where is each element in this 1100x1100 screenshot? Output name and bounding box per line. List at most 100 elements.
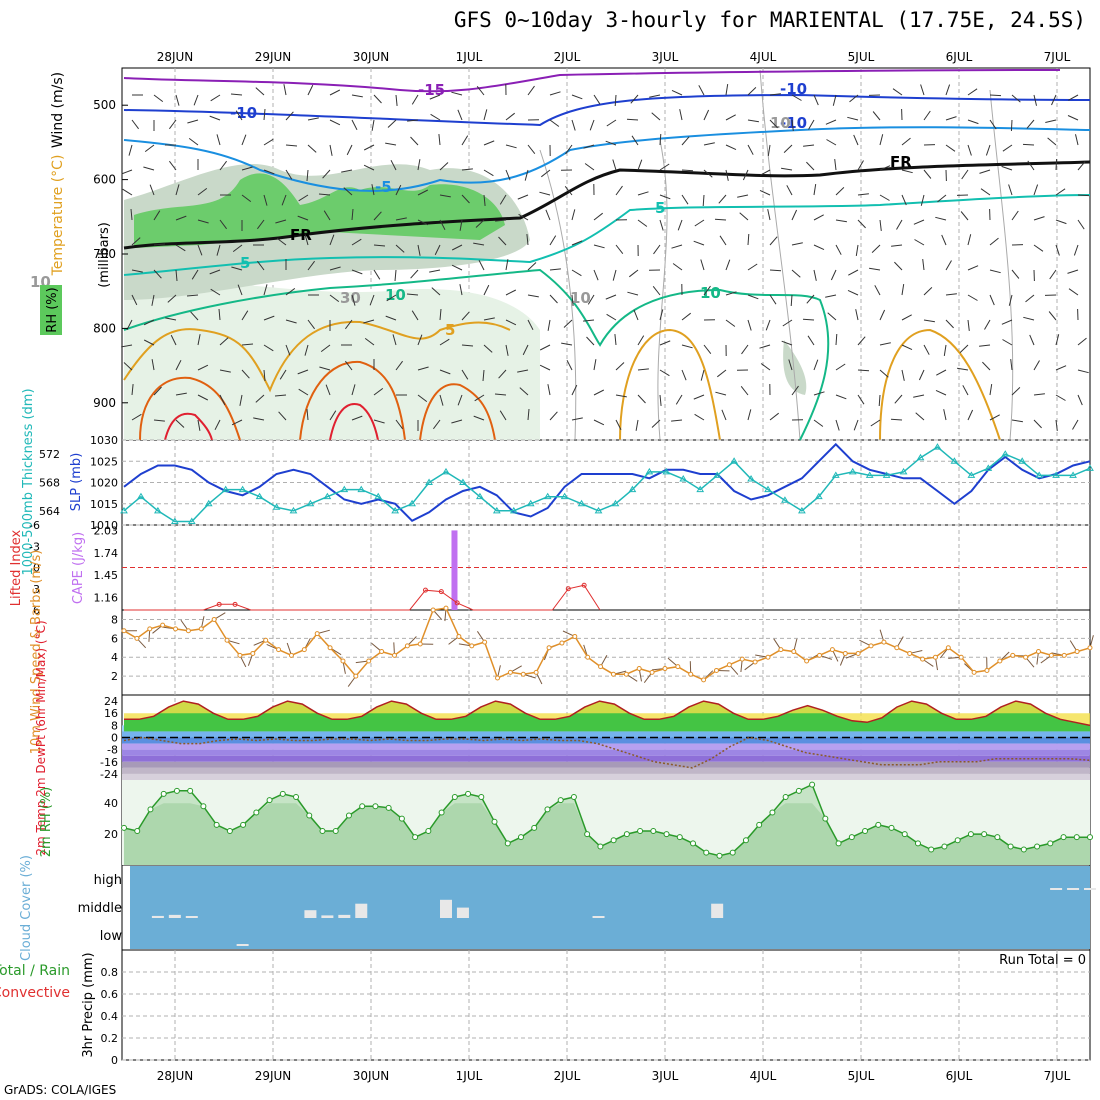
wind-barb [659,309,664,321]
wind-barb [131,119,140,130]
rh2m-marker [306,812,313,819]
temp-tick-label: -24 [100,768,118,781]
wind-speed-marker [134,635,140,641]
wind-speed-marker [920,656,926,662]
wind-barb [387,119,397,128]
wind-barb [835,394,847,400]
wind-barb [937,194,947,203]
wind-barb [700,369,705,381]
bottom-date-label: 28JUN [157,1069,194,1083]
wind-barb [451,264,463,271]
wind-barb [612,269,617,281]
thickness-marker [1018,457,1027,464]
wind-barb [879,194,890,201]
wind-barb [407,119,419,122]
rh2m-marker [504,840,511,847]
wind-barb [325,384,331,396]
thickness-marker [747,474,755,482]
rh-legend-swatch [40,285,62,335]
wind-barb [505,144,517,149]
wind-barb [915,412,925,421]
wind-barb [945,84,951,96]
top-date-label: 29JUN [255,50,292,64]
wind-barb [653,244,661,255]
wind-barb [209,115,221,121]
wind-barb [285,169,293,180]
wind-barb [121,344,133,348]
wind-barb [1077,394,1083,406]
wind-speed-marker [379,649,385,655]
rh2m-marker [650,828,657,834]
wind-barb [741,344,749,355]
wind-barb [143,319,155,326]
wind-speed-marker [894,645,900,651]
wind-barb [483,140,495,146]
wind-barb [1033,419,1042,429]
wind-barb [153,419,165,422]
wind-barb [547,319,551,331]
top-date-label: 5JUL [848,50,875,64]
wind-barb [985,144,991,156]
wind-barb [439,308,442,321]
wind-speed-marker [636,666,642,672]
wind-barb [943,409,947,421]
temp-band [122,773,1090,780]
wind-speed-marker [533,669,539,675]
wind-barb [767,144,771,156]
wind-barb [615,244,624,255]
wind-barb [451,419,463,424]
wind-barb [832,94,837,106]
wind-barb [417,244,421,256]
wind-barb [1011,419,1023,423]
wind-barb [263,169,275,175]
wind-barb [769,412,780,421]
slp-axis-title: SLP (mb) [69,453,84,512]
wind-barb [747,87,757,96]
wind-barb [855,244,859,256]
cloud-bar [236,944,249,946]
temp-band [122,731,1090,738]
rh-contour [989,89,1014,441]
wind-barb [395,360,404,371]
wind-barb [298,194,309,202]
rh2m-marker [1087,834,1093,841]
wind-speed-marker [804,658,810,664]
wind-barb [783,144,793,153]
rh2m-marker [729,849,736,856]
wind-barb [307,319,316,330]
wind-barb [1047,137,1057,146]
slp-tick-label: 1025 [90,455,118,468]
wind-barb [522,344,529,356]
wind-barb [870,419,881,427]
wind-barb [241,343,254,346]
wind-barb [451,91,463,96]
rh2m-tick-label: 20 [104,828,118,841]
rh2m-marker [782,794,789,800]
contour-label: -5 [375,178,392,196]
wind-barb [482,369,485,382]
thickness-marker [781,496,789,503]
wind-barb [457,109,463,121]
wind-barb [630,94,639,104]
wind-barb [834,159,837,171]
wind-barb [175,184,180,196]
rh2m-marker [742,837,749,844]
bottom-date-label: 1JUL [456,1069,483,1083]
wind-barb [153,94,164,102]
rh2m-marker [994,834,1001,841]
wind-barb [813,94,819,106]
wind-barb [373,419,385,424]
wind-barb [1022,143,1035,146]
wind-barb [276,237,287,246]
wind-barb [483,284,490,296]
rh2m-axis-title: 2m RH (%) [39,787,54,858]
wind-barb [517,194,529,200]
slp-tick-label: 1010 [90,519,118,532]
thickness-marker [662,467,671,475]
rh2m-marker [213,821,220,828]
wind-barb [153,269,162,279]
wind-barb [307,117,319,121]
cloud-bar [304,910,317,918]
rh2m-marker [398,815,405,822]
wind-barb [586,336,595,346]
